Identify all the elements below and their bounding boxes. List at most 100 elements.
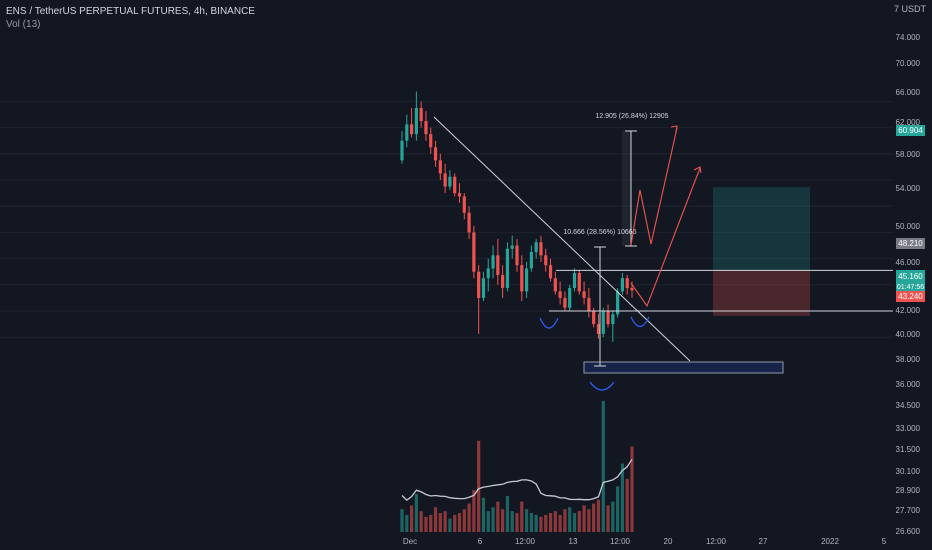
candles — [400, 91, 634, 342]
price-tick-label: 46.000 — [896, 258, 921, 267]
support-zone — [583, 361, 784, 374]
candle-body — [501, 274, 505, 289]
candle-body — [486, 268, 490, 279]
price-tick-label: 50.000 — [896, 222, 921, 231]
volume-bar — [611, 501, 615, 532]
price-tick-label: 66.000 — [896, 88, 921, 97]
volume-bar — [505, 495, 510, 532]
candle-body — [433, 147, 438, 161]
volume-bar — [462, 509, 466, 532]
volume-bar — [501, 509, 505, 532]
time-tick-label: 13 — [569, 537, 578, 546]
volume-bar — [548, 513, 553, 532]
axis-unit-label[interactable]: 7 USDT — [893, 4, 926, 14]
measure-right-fill — [622, 131, 631, 246]
price-tag — [896, 125, 925, 136]
time-tick-label: 6 — [478, 537, 483, 546]
price-tick-label: 38.000 — [896, 355, 921, 364]
volume-bar — [477, 440, 481, 532]
time-axis[interactable]: Dec 6 12:00 13 12:00 20 12:00 27 2022 5 — [403, 537, 887, 546]
right-shoulder-arc — [630, 316, 650, 328]
volume-bar — [596, 499, 601, 532]
price-tick-label: 28.900 — [896, 486, 921, 495]
volume-bar — [486, 511, 490, 532]
candle-body — [429, 134, 433, 148]
price-tag-text: 60.904 — [898, 126, 923, 135]
candle-body — [491, 255, 495, 269]
volume-bar — [524, 509, 529, 532]
volume-bar — [625, 478, 629, 532]
candle-body — [505, 248, 510, 289]
candle-body — [596, 324, 601, 334]
price-axis[interactable]: 74.000 70.000 66.000 62.000 58.000 54.000 50.0… — [896, 33, 925, 536]
candle-body — [400, 140, 404, 161]
head-arc — [589, 381, 615, 391]
candle-body — [553, 278, 557, 292]
projection-path-2 — [630, 167, 701, 308]
candle-body — [520, 265, 524, 292]
price-tick-label: 70.000 — [896, 59, 921, 68]
price-tick-label: 34.500 — [896, 401, 921, 410]
volume-bar — [558, 514, 562, 532]
time-tick-label: 27 — [759, 537, 768, 546]
left-shoulder-arc — [539, 317, 559, 329]
candle-body — [443, 173, 447, 187]
volume-bar — [429, 514, 433, 532]
symbol-title[interactable]: ENS / TetherUS PERPETUAL FUTURES, 4h, BI… — [6, 6, 255, 17]
volume-bars — [400, 400, 634, 532]
volume-bar — [539, 516, 543, 532]
price-tick-label: 62.000 — [896, 118, 921, 127]
loss-zone — [713, 270, 810, 316]
candle-body — [625, 278, 629, 289]
volume-indicator-title[interactable]: Vol (13) — [6, 19, 41, 30]
candle-body — [592, 311, 596, 325]
volume-bar — [457, 513, 462, 532]
price-tick-label: 58.000 — [896, 150, 921, 159]
chart-legend: ENS / TetherUS PERPETUAL FUTURES, 4h, BI… — [6, 5, 255, 31]
candle-body — [462, 196, 466, 213]
time-tick-label: Dec — [403, 537, 417, 546]
volume-bar — [419, 511, 423, 532]
candle-body — [477, 271, 481, 298]
candle-body — [568, 288, 572, 308]
countdown-text: 01:47:56 — [897, 284, 924, 291]
candle-body — [496, 255, 500, 275]
candle-body — [409, 124, 414, 135]
volume-bar — [582, 505, 586, 532]
volume-bar — [510, 511, 514, 532]
candle-body — [414, 107, 418, 135]
price-tick-label: 74.000 — [896, 33, 921, 42]
time-tick-label: 12:00 — [610, 537, 631, 546]
volume-bar — [481, 497, 486, 532]
volume-bar — [592, 503, 596, 532]
volume-bar — [534, 514, 538, 532]
volume-bar — [620, 463, 625, 532]
volume-bar — [587, 509, 591, 532]
candle-body — [481, 278, 486, 298]
candle-body — [539, 242, 543, 256]
candle-body — [577, 273, 581, 292]
projection-path-1 — [630, 127, 678, 246]
projection-arrow-2 — [693, 166, 702, 174]
price-tick-label: 30.100 — [896, 467, 921, 476]
long-position-tool[interactable] — [713, 187, 810, 316]
price-tag-text: 43.240 — [898, 292, 923, 301]
volume-bar — [529, 513, 533, 532]
volume-bar — [577, 511, 581, 532]
volume-bar — [438, 513, 442, 532]
volume-bar — [601, 400, 605, 532]
price-tick-label: 36.000 — [896, 380, 921, 389]
volume-bar — [630, 446, 634, 532]
candle-body — [544, 255, 548, 266]
candle-body — [548, 265, 553, 279]
time-tick-label: 20 — [664, 537, 673, 546]
candle-body — [448, 176, 452, 187]
price-tick-label: 33.000 — [896, 424, 921, 433]
candle-body — [419, 107, 423, 122]
volume-bar — [553, 511, 557, 532]
candle-body — [611, 314, 615, 325]
price-tick-label: 42.000 — [896, 306, 921, 315]
candle-body — [472, 232, 476, 272]
drawings[interactable]: 10.666 (28.56%) 10666 12.905 (26.84%) 129… — [433, 113, 893, 391]
